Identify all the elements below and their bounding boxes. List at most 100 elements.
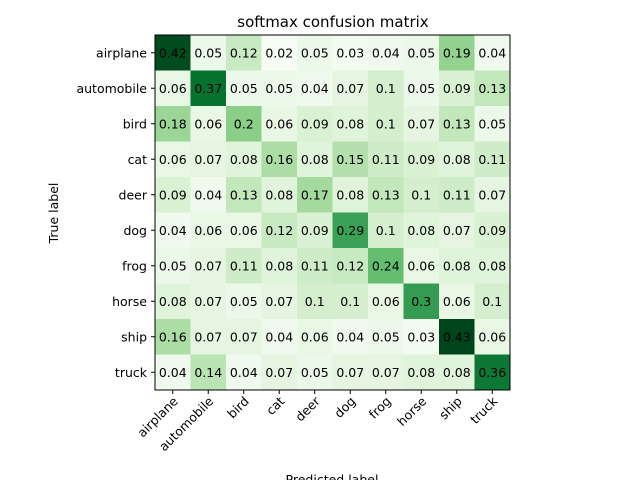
x-tick-label: truck (467, 393, 501, 427)
heatmap-cell (155, 70, 191, 107)
heatmap-cell (226, 177, 262, 213)
heatmap-cell (297, 177, 333, 213)
cell-value-label: 0.06 (301, 329, 329, 344)
heatmap-cell (190, 35, 227, 71)
cell-value-label: 0.08 (265, 258, 293, 273)
cell-value-label: 0.08 (265, 187, 293, 202)
cell-value-label: 0.13 (230, 187, 258, 202)
cell-value-label: 0.24 (372, 258, 400, 273)
cell-value-label: 0.08 (336, 187, 364, 202)
heatmap-cell (261, 248, 298, 284)
heatmap-cells: 0.42 0.05 0.12 0.02 0.05 0.03 0.04 0.05 0.19 0.04… (155, 35, 511, 391)
cell-value-label: 0.05 (230, 81, 258, 96)
y-tick-label: automobile (76, 81, 147, 96)
cell-value-label: 0.09 (159, 187, 187, 202)
cell-value-label: 0.1 (482, 294, 502, 309)
heatmap-cell (261, 35, 298, 71)
heatmap-cell (474, 283, 511, 320)
heatmap-cell (332, 319, 369, 355)
cell-value-label: 0.06 (407, 258, 435, 273)
heatmap-cell (332, 106, 369, 142)
heatmap-cell (297, 248, 333, 284)
heatmap-cell (403, 283, 440, 320)
cell-value-label: 0.05 (407, 81, 435, 96)
heatmap-cell (403, 319, 440, 355)
cell-value-label: 0.11 (478, 152, 506, 167)
cell-value-label: 0.06 (443, 294, 471, 309)
cell-value-label: 0.13 (478, 81, 506, 96)
heatmap-cell (226, 141, 262, 178)
heatmap-cell (190, 177, 227, 213)
cell-value-label: 0.07 (336, 81, 364, 96)
heatmap-cell (474, 35, 511, 71)
cell-value-label: 0.2 (234, 116, 254, 131)
cell-value-label: 0.05 (407, 45, 435, 60)
heatmap-cell (226, 283, 262, 320)
cell-value-label: 0.12 (230, 45, 258, 60)
cell-value-label: 0.04 (265, 329, 293, 344)
plot-frame (154, 34, 511, 391)
cell-value-label: 0.11 (230, 258, 258, 273)
cell-value-label: 0.42 (159, 45, 187, 60)
cell-value-label: 0.11 (301, 258, 329, 273)
cell-value-label: 0.07 (194, 294, 222, 309)
cell-value-label: 0.04 (478, 45, 506, 60)
heatmap-cell (332, 35, 369, 71)
heatmap-cell (474, 106, 511, 142)
cell-value-label: 0.12 (265, 223, 293, 238)
y-tick-label: airplane (96, 45, 147, 60)
heatmap-cell (474, 177, 511, 213)
heatmap-cell (403, 141, 440, 178)
heatmap-cell (403, 354, 440, 391)
heatmap-cell (297, 319, 333, 355)
x-tick-label: cat (263, 393, 287, 417)
heatmap-cell (190, 248, 227, 284)
heatmap-cell (226, 319, 262, 355)
heatmap-cell (261, 319, 298, 355)
heatmap-cell (332, 283, 369, 320)
heatmap-cell (439, 354, 475, 391)
heatmap-cell (368, 106, 404, 142)
cell-value-label: 0.12 (336, 258, 364, 273)
cell-value-label: 0.05 (194, 45, 222, 60)
heatmap-cell (332, 212, 369, 249)
heatmap-cell (155, 319, 191, 355)
cell-value-label: 0.1 (376, 223, 396, 238)
cell-value-label: 0.09 (478, 223, 506, 238)
cell-value-label: 0.07 (194, 329, 222, 344)
cell-value-label: 0.29 (336, 223, 364, 238)
x-tick-label: frog (366, 394, 394, 422)
y-tick-label: truck (115, 365, 148, 380)
heatmap-cell (368, 319, 404, 355)
cell-value-label: 0.06 (194, 223, 222, 238)
x-tick-label: dog (331, 394, 358, 421)
y-tick-label: horse (112, 294, 147, 309)
heatmap-cell (332, 141, 369, 178)
y-tick-label: bird (123, 116, 147, 131)
cell-value-label: 0.03 (407, 329, 435, 344)
cell-value-label: 0.09 (443, 81, 471, 96)
heatmap-cell (226, 248, 262, 284)
cell-value-label: 0.17 (301, 187, 329, 202)
x-axis-label: Predicted label (286, 472, 379, 480)
heatmap-cell (226, 106, 262, 142)
cell-value-label: 0.04 (372, 45, 400, 60)
heatmap-cell (261, 354, 298, 391)
heatmap-cell (226, 35, 262, 71)
y-axis-label: True label (46, 183, 61, 245)
cell-value-label: 0.07 (230, 329, 258, 344)
cell-value-label: 0.04 (159, 365, 187, 380)
heatmap-cell (155, 283, 191, 320)
cell-value-label: 0.05 (265, 81, 293, 96)
heatmap-cell (190, 106, 227, 142)
heatmap-cell (190, 212, 227, 249)
heatmap-cell (403, 70, 440, 107)
cell-value-label: 0.07 (265, 294, 293, 309)
heatmap-cell (368, 248, 404, 284)
heatmap-cell (474, 212, 511, 249)
heatmap-cell (474, 354, 511, 391)
heatmap-cell (368, 70, 404, 107)
cell-value-label: 0.07 (194, 258, 222, 273)
cell-value-label: 0.08 (443, 152, 471, 167)
